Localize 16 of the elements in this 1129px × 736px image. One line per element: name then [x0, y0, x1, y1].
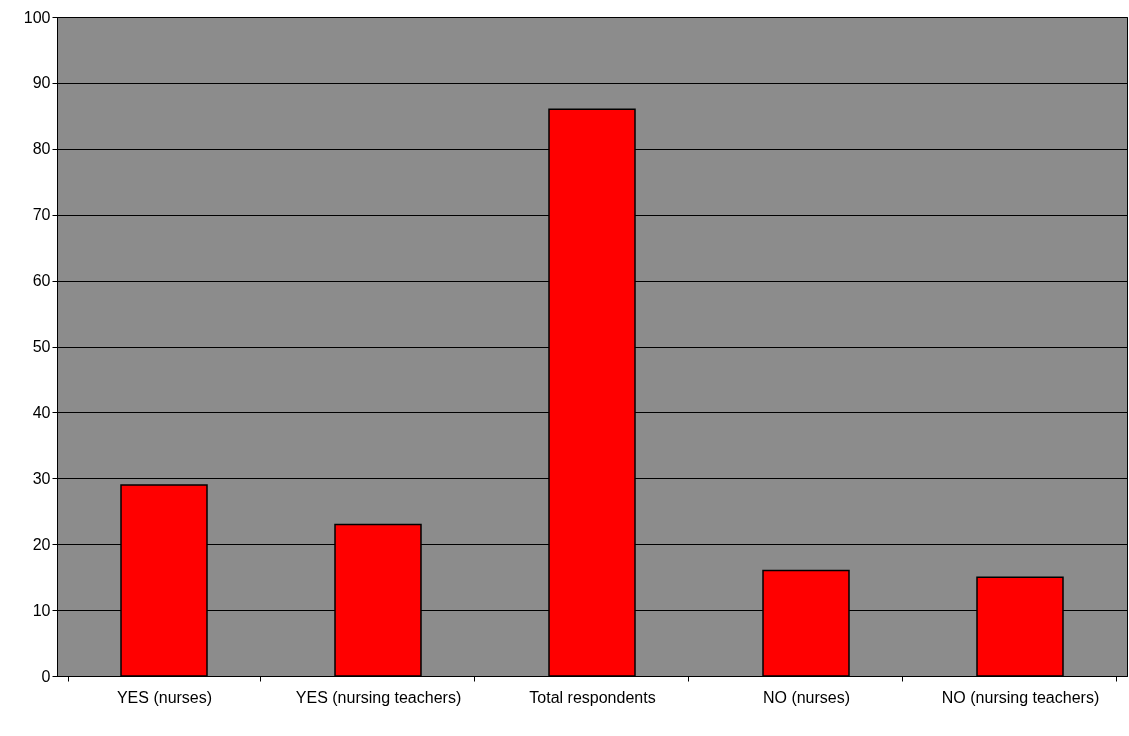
y-tick-label: 0 [41, 667, 51, 685]
x-tick-label: NO (nurses) [762, 688, 851, 706]
x-tick-label: YES (nurses) [116, 688, 213, 706]
y-tick-label: 20 [32, 535, 51, 553]
x-tick-label: YES (nursing teachers) [295, 688, 462, 706]
y-tick-label: 50 [32, 338, 51, 355]
y-tick-label: 60 [32, 272, 51, 290]
y-tick-label: 100 [23, 8, 51, 26]
y-tick-label: 90 [32, 74, 51, 92]
x-tick-label: Total respondents [529, 688, 656, 706]
y-tick-label: 80 [32, 140, 51, 158]
y-tick-label: 70 [32, 206, 51, 224]
y-tick-label: 10 [32, 601, 51, 619]
x-tick-label: NO (nursing teachers) [941, 688, 1100, 706]
y-tick-label: 30 [32, 469, 51, 487]
y-tick-label: 40 [32, 403, 51, 421]
